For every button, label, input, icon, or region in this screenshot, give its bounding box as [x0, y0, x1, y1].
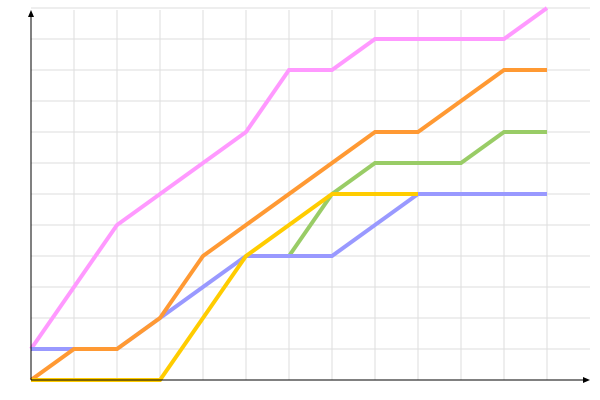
series-lines [29, 6, 549, 382]
series-line-0 [29, 6, 549, 351]
axes [28, 10, 590, 383]
x-axis-arrow-icon [583, 377, 590, 383]
series-line-3 [29, 68, 547, 382]
y-axis-arrow-icon [28, 10, 34, 17]
